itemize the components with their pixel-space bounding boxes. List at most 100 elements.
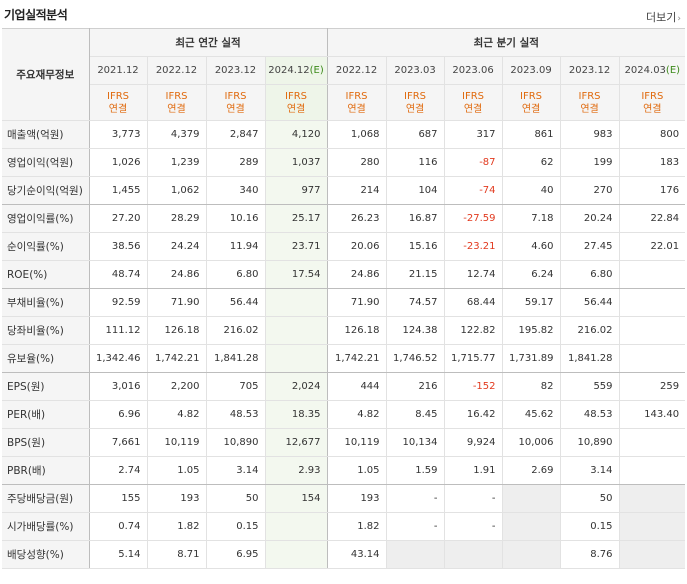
table-cell: -27.59 xyxy=(444,204,503,233)
table-cell: 193 xyxy=(147,484,207,513)
ifrs-label: IFRS 연결 xyxy=(89,84,148,121)
ifrs-label: IFRS 연결 xyxy=(502,84,561,121)
table-cell: 444 xyxy=(327,372,387,401)
table-cell xyxy=(619,260,686,289)
table-row: 영업이익률(%) 27.20 28.29 10.16 25.17 26.23 16.87 -2… xyxy=(2,204,686,233)
table-cell: 3,016 xyxy=(89,372,148,401)
table-cell: 195.82 xyxy=(502,316,561,345)
table-cell: - xyxy=(444,484,503,513)
annual-period-header: 2021.12 xyxy=(89,56,148,85)
table-cell: 8.45 xyxy=(386,400,445,429)
table-cell xyxy=(502,540,561,569)
table-cell: 126.18 xyxy=(147,316,207,345)
table-cell: 983 xyxy=(560,120,620,149)
table-cell: 56.44 xyxy=(206,288,266,317)
row-label: 영업이익(억원) xyxy=(2,148,90,177)
ifrs-line1: IFRS xyxy=(285,90,308,102)
table-cell xyxy=(265,540,328,569)
table-cell: 4,379 xyxy=(147,120,207,149)
ifrs-line2: 연결 xyxy=(286,103,306,115)
ifrs-line1: IFRS xyxy=(520,90,543,102)
row-label: 당좌비율(%) xyxy=(2,316,90,345)
table-row: BPS(원) 7,661 10,119 10,890 12,677 10,119 10,13… xyxy=(2,428,686,457)
table-cell xyxy=(502,512,561,541)
table-cell: 1,746.52 xyxy=(386,344,445,373)
table-cell: 800 xyxy=(619,120,686,149)
table-cell: 40 xyxy=(502,176,561,205)
period-label: 2023.06 xyxy=(452,65,494,76)
ifrs-label: IFRS 연결 xyxy=(265,84,328,121)
row-label: PER(배) xyxy=(2,400,90,429)
table-cell: 1,037 xyxy=(265,148,328,177)
table-row: 순이익률(%) 38.56 24.24 11.94 23.71 20.06 15.16 -23… xyxy=(2,232,686,261)
ifrs-label: IFRS 연결 xyxy=(560,84,620,121)
table-row: 당좌비율(%) 111.12 126.18 216.02 126.18 124.38 122… xyxy=(2,316,686,345)
ifrs-line2: 연결 xyxy=(167,103,186,115)
table-cell: 199 xyxy=(560,148,620,177)
table-cell: 74.57 xyxy=(386,288,445,317)
table-cell: 56.44 xyxy=(560,288,620,317)
ifrs-line1: IFRS xyxy=(107,90,129,102)
row-label: 당기순이익(억원) xyxy=(2,176,90,205)
estimate-marker: (E) xyxy=(665,65,681,76)
table-cell: 340 xyxy=(206,176,266,205)
table-cell: 3.14 xyxy=(560,456,620,485)
table-cell xyxy=(619,344,686,373)
table-cell: 1,742.21 xyxy=(327,344,387,373)
ifrs-line1: IFRS xyxy=(462,90,485,102)
table-cell: 1.82 xyxy=(327,512,387,541)
table-cell xyxy=(265,344,328,373)
financial-summary-table: 주요재무정보 최근 연간 실적 최근 분기 실적 2021.12 2022.12 2… xyxy=(2,28,686,569)
table-row: 배당성향(%) 5.14 8.71 6.95 43.14 8.76 xyxy=(2,540,686,569)
table-cell: 116 xyxy=(386,148,445,177)
table-cell: 1,742.21 xyxy=(147,344,207,373)
period-label: 2024.03 xyxy=(624,65,666,76)
table-cell: 2,847 xyxy=(206,120,266,149)
table-cell: 1,715.77 xyxy=(444,344,503,373)
table-cell: 71.90 xyxy=(327,288,387,317)
row-label: 영업이익률(%) xyxy=(2,204,90,233)
ifrs-line1: IFRS xyxy=(641,90,664,102)
table-cell: 289 xyxy=(206,148,266,177)
table-row: PBR(배) 2.74 1.05 3.14 2.93 1.05 1.59 1.91 2.69 3.… xyxy=(2,456,686,485)
row-label: ROE(%) xyxy=(2,260,90,289)
annual-period-header: 2022.12 xyxy=(147,56,207,85)
quarter-period-header: 2024.03(E) xyxy=(619,56,686,85)
table-cell: 2.74 xyxy=(89,456,148,485)
table-cell xyxy=(619,428,686,457)
row-label: 부채비율(%) xyxy=(2,288,90,317)
period-label: 2021.12 xyxy=(97,65,139,76)
table-cell: 10.16 xyxy=(206,204,266,233)
more-link[interactable]: 더보기› xyxy=(646,9,681,25)
table-cell: 1,026 xyxy=(89,148,148,177)
table-cell: 8.71 xyxy=(147,540,207,569)
table-cell xyxy=(502,484,561,513)
table-cell: 4.60 xyxy=(502,232,561,261)
table-cell: 8.76 xyxy=(560,540,620,569)
table-cell: 1,062 xyxy=(147,176,207,205)
table-cell: 10,006 xyxy=(502,428,561,457)
ifrs-label: IFRS 연결 xyxy=(147,84,207,121)
table-cell: 111.12 xyxy=(89,316,148,345)
table-cell: 15.16 xyxy=(386,232,445,261)
table-cell: 6.80 xyxy=(560,260,620,289)
table-cell: 1,455 xyxy=(89,176,148,205)
table-cell xyxy=(619,288,686,317)
quarter-period-header: 2023.03 xyxy=(386,56,445,85)
table-cell: 9,924 xyxy=(444,428,503,457)
period-label: 2023.09 xyxy=(510,65,552,76)
table-cell: 977 xyxy=(265,176,328,205)
ifrs-line1: IFRS xyxy=(345,90,368,102)
annual-group-header: 최근 연간 실적 xyxy=(89,28,328,57)
table-cell: 24.86 xyxy=(327,260,387,289)
header-corner: 주요재무정보 xyxy=(2,28,90,121)
ifrs-line1: IFRS xyxy=(578,90,601,102)
ifrs-line2: 연결 xyxy=(226,103,245,115)
quarter-period-header: 2023.09 xyxy=(502,56,561,85)
row-label: BPS(원) xyxy=(2,428,90,457)
table-cell: 24.24 xyxy=(147,232,207,261)
table-cell: 10,119 xyxy=(147,428,207,457)
ifrs-line2: 연결 xyxy=(643,103,662,115)
ifrs-label: IFRS 연결 xyxy=(327,84,387,121)
table-cell: 2,200 xyxy=(147,372,207,401)
